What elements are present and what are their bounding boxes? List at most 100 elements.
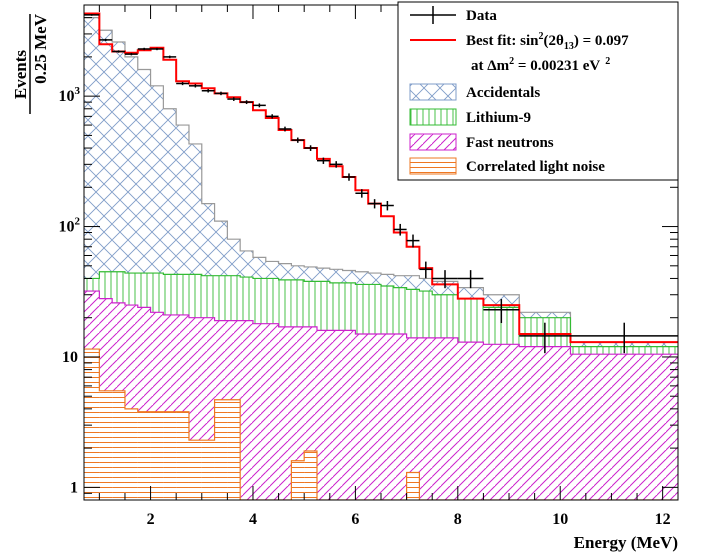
fast-neutrons-bin (368, 333, 381, 500)
data-point (393, 223, 407, 236)
accidentals-band (84, 17, 678, 347)
legend-fit-l1-mid: (2θ (544, 33, 564, 49)
data-point (316, 157, 330, 164)
data-point (112, 50, 125, 53)
light-noise-bin (124, 408, 138, 500)
lithium-9-bin (227, 275, 241, 321)
data-point (252, 103, 266, 108)
x-tick-label: 6 (351, 511, 359, 528)
data-point (214, 91, 228, 96)
y-tick-label-base: 10 (59, 88, 75, 105)
y-tick-label: 102 (59, 216, 81, 236)
legend-data-label: Data (466, 8, 497, 24)
accidentals-bin (291, 265, 305, 280)
fast-neutrons-bin (393, 333, 407, 500)
fast-neutrons-bin (137, 307, 151, 412)
fast-neutrons-band (84, 290, 678, 500)
y-tick-label-base: 10 (59, 219, 75, 236)
lithium-9-bin (176, 274, 189, 315)
lithium-9-bin (304, 281, 317, 327)
lithium-9-bin (112, 271, 125, 303)
accidentals-bin (368, 273, 381, 285)
accidentals-bin (124, 56, 138, 274)
data-point (99, 38, 113, 41)
light-noise-outline (84, 348, 678, 500)
lithium-9-bin (368, 284, 381, 334)
accidentals-bin (393, 275, 407, 288)
legend-fit-l2-mid: = 0.00231 eV (514, 58, 600, 74)
fast-neutrons-bin (329, 330, 343, 500)
accidentals-bin (240, 250, 253, 278)
light-noise-bin (176, 411, 189, 500)
accidentals-bin (278, 263, 292, 280)
accidentals-bin (457, 287, 484, 299)
light-noise-bin (201, 440, 215, 500)
accidentals-bin (137, 69, 151, 274)
fast-neutrons-bin (188, 317, 202, 441)
lithium-9-bin (316, 281, 330, 331)
light-noise-bin (137, 411, 151, 500)
fast-neutrons-bin (112, 302, 125, 391)
fast-neutrons-bin (419, 337, 433, 500)
histogram-layer (84, 17, 678, 500)
lithium-9-bin (342, 282, 356, 331)
fast-neutrons-outline (84, 290, 678, 355)
lithium-9-bin (84, 278, 100, 292)
x-axis-title: Energy (MeV) (574, 533, 678, 552)
lithium-9-bin (214, 275, 228, 321)
lithium-9-bin (188, 274, 202, 318)
data-point (355, 189, 369, 198)
accidentals-bin (163, 108, 177, 275)
data-point (124, 52, 138, 56)
fast-neutrons-bin (519, 346, 571, 500)
lithium-9-bin (137, 273, 151, 308)
accidentals-bin (519, 312, 571, 318)
fast-neutrons-bin (163, 314, 177, 412)
data-point (163, 55, 177, 59)
fast-neutrons-bin (406, 337, 420, 473)
fast-neutrons-bin (432, 337, 458, 500)
lithium-9-bin (265, 278, 279, 324)
light-noise-bin (188, 440, 202, 500)
data-point (406, 234, 420, 248)
data-point (278, 126, 292, 132)
lithium-9-bin (419, 291, 433, 338)
fast-neutrons-bin (483, 344, 520, 500)
lithium-9-bin (278, 279, 292, 327)
accidentals-bin (342, 270, 356, 283)
data-point (519, 322, 571, 354)
light-noise-bin (112, 390, 125, 500)
data-layer (84, 14, 678, 354)
legend-entry-fit: Best fit: sin2(2θ13) = 0.097 at Δm2 = 0.… (410, 31, 629, 74)
lithium-9-bin (240, 277, 253, 321)
legend-fit-l2-sup2: 2 (605, 56, 610, 67)
data-point (137, 47, 151, 51)
lithium-9-bin (252, 278, 266, 324)
accidentals-bin (355, 271, 369, 285)
legend-entry-lithium: Lithium-9 (409, 108, 531, 126)
legend-lithium-swatch (409, 108, 457, 126)
fast-neutrons-bin (278, 326, 292, 500)
x-tick-label: 8 (454, 511, 462, 528)
lithium-9-bin (381, 286, 394, 334)
legend-entry-accidentals: Accidentals (409, 83, 540, 101)
data-point (419, 261, 433, 279)
fast-neutrons-bin (124, 305, 138, 409)
fast-neutrons-bin (227, 320, 241, 400)
lithium-9-bin (124, 273, 138, 306)
lithium-9-bin (291, 279, 305, 327)
data-point (432, 270, 458, 289)
data-point (368, 199, 381, 209)
x-tick-label: 2 (147, 511, 155, 528)
accidentals-bin (252, 257, 266, 279)
data-point (291, 137, 305, 143)
x-tick-label: 10 (552, 511, 568, 528)
light-noise-bin (291, 460, 305, 500)
fast-neutrons-bin (355, 333, 369, 500)
lithium-9-bin (329, 282, 343, 331)
accidentals-bin (112, 42, 125, 272)
lithium-9-bin (406, 289, 420, 338)
fast-neutrons-bin (316, 330, 330, 500)
data-point (342, 173, 356, 181)
